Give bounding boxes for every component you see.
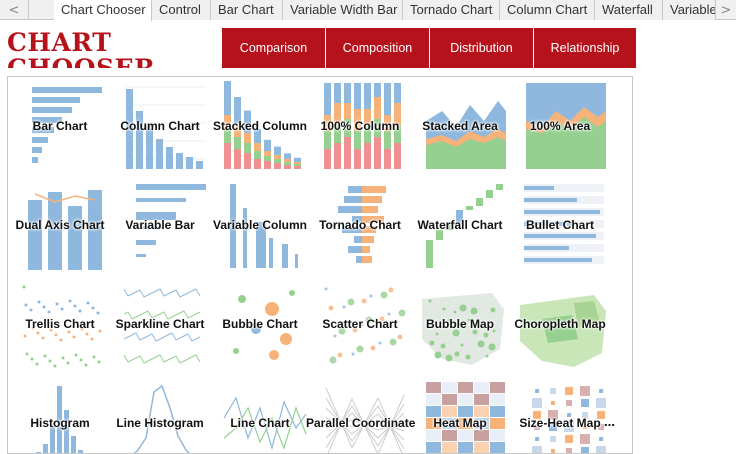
chart-thumbnail-image [136,184,206,257]
chart-thumbnail-bubble-map[interactable]: Bubble Map [412,279,508,373]
tab-tornado-chart[interactable]: Tornado Chart [403,0,500,20]
chart-thumbnail-image [28,190,102,270]
tab-waterfall[interactable]: Waterfall [595,0,663,20]
chart-thumbnail-line-histogram[interactable]: Line Histogram [112,378,208,453]
chart-thumbnail-label: Trellis Chart [25,317,95,331]
category-comparison-button[interactable]: Comparison [222,28,326,68]
chart-thumbnail-label: Scatter Chart [322,317,398,331]
tab-chart-chooser[interactable]: Chart Chooser [54,0,152,21]
chart-thumbnail-image [126,86,206,169]
chart-thumbnail-label: Stacked Area [422,119,498,133]
chart-thumbnail-label: Line Histogram [116,416,204,430]
chart-thumbnail-image [22,285,102,368]
chart-thumbnail-variable-bar[interactable]: Variable Bar [112,180,208,274]
chart-thumbnail-image [532,386,606,453]
chart-thumbnail-label: Size-Heat Map [519,416,601,430]
chart-thumbnail-waterfall-chart[interactable]: Waterfall Chart [412,180,508,274]
chart-thumbnail-image [422,293,504,365]
chart-thumbnail-100pct-area[interactable]: 100% Area [512,81,608,175]
tab-bar: < Chart Chooser Control Bar Chart Variab… [0,0,736,21]
page-title: CHART CHOOSER [7,30,155,68]
chart-thumbnail-label: Line Chart [230,416,290,430]
category-composition-button[interactable]: Composition [326,28,430,68]
chart-thumbnail-trellis-chart[interactable]: Trellis Chart [12,279,108,373]
chart-thumbnail-image [324,83,401,169]
chart-thumbnail-label: Bullet Chart [525,218,594,232]
tab-column-chart[interactable]: Column Chart [500,0,595,20]
chart-thumbnail-dual-axis-chart[interactable]: Dual Axis Chart [12,180,108,274]
chart-thumbnail-image [133,384,191,453]
chart-thumbnail-line-chart[interactable]: Line Chart [212,378,308,453]
chart-thumbnail-label: Parallel Coordinate [306,416,416,430]
tab-scroll-right-button[interactable]: > [720,2,732,18]
chart-thumbnail-image [426,184,503,268]
chart-thumbnail-label: Dual Axis Chart [15,218,105,232]
chart-thumbnail-image [324,287,406,364]
chart-thumbnail-label: Stacked Column [212,119,308,133]
chart-thumbnail-label: Sparkline Chart [115,317,205,331]
chart-thumbnail-image [123,288,201,364]
chart-thumbnail-label: Heat Map [433,416,487,430]
tab-variable-width-bar[interactable]: Variable Width Bar [283,0,403,20]
chart-thumbnail-label: Bubble Map [426,317,494,331]
chart-thumbnail-parallel-coordinate[interactable]: Parallel Coordinate [306,378,415,453]
chart-thumbnail-scatter-chart[interactable]: Scatter Chart [312,279,408,373]
chart-thumbnail-bubble-chart[interactable]: Bubble Chart [212,279,308,373]
tab-bar-chart[interactable]: Bar Chart [211,0,283,20]
chart-thumbnail-image [223,396,307,451]
chart-thumbnail-image [520,295,606,367]
chart-thumbnail-label: Column Chart [120,119,200,133]
tab-scroll-left-button[interactable]: < [8,2,20,18]
chart-thumbnail-image [338,186,386,263]
chart-thumbnail-stacked-area[interactable]: Stacked Area [412,81,508,175]
category-distribution-button[interactable]: Distribution [430,28,534,68]
chart-thumbnail-label: Tornado Chart [319,218,401,232]
chart-thumbnail-column-chart[interactable]: Column Chart [112,81,208,175]
chart-thumbnail-image [36,386,83,453]
chart-thumbnail-image [233,290,295,360]
chart-thumbnail-stacked-column[interactable]: Stacked Column [212,81,308,175]
chart-thumbnail-label: 100% Area [529,119,591,133]
chart-thumbnail-label: Variable Bar [125,218,195,232]
tab-control[interactable]: Control [152,0,211,20]
chart-thumbnail-size-heat-map[interactable]: Size-Heat Map [512,378,608,453]
chart-thumbnail-variable-column[interactable]: Variable Column [212,180,308,274]
chart-thumbnail-image [426,382,505,453]
chart-thumbnail-heat-map[interactable]: Heat Map [412,378,508,453]
chart-thumbnail-label: Bar Chart [32,119,88,133]
chart-thumbnail-label: Waterfall Chart [417,218,503,232]
chart-thumbnail-image [230,184,298,268]
chart-thumbnail-tornado-chart[interactable]: Tornado Chart [312,180,408,274]
chart-thumbnail-label: Choropleth Map [514,317,606,331]
chart-thumbnail-image [224,81,301,169]
chart-thumbnail-image [325,387,405,453]
chart-thumbnail-histogram[interactable]: Histogram [12,378,108,453]
chart-thumbnail-label: Variable Column [212,218,308,232]
chart-thumbnail-image [526,83,606,169]
category-relationship-button[interactable]: Relationship [534,28,636,68]
chart-thumbnail-label: 100% Column [320,119,400,133]
chart-thumbnail-choropleth-map[interactable]: Choropleth Map [512,279,608,373]
chart-thumbnail-100pct-column[interactable]: 100% Column [312,81,408,175]
chart-thumbnail-label: Bubble Chart [222,317,298,331]
chart-thumbnail-bar-chart[interactable]: Bar Chart [12,81,108,175]
chart-thumbnail-image [524,184,604,264]
chart-thumbnail-bullet-chart[interactable]: Bullet Chart [512,180,608,274]
chart-thumbnail-label: Histogram [30,416,90,430]
chart-gallery: Bar Chart Column Chart Stacked Column 100% … [7,76,633,454]
tab-separator [28,0,29,20]
chart-thumbnail-sparkline-chart[interactable]: Sparkline Chart [112,279,208,373]
chart-thumbnail-image [426,101,506,169]
chart-thumbnail-image [32,87,102,163]
more-options-icon[interactable]: … [604,416,615,429]
tab-variable[interactable]: Variable [663,0,716,20]
